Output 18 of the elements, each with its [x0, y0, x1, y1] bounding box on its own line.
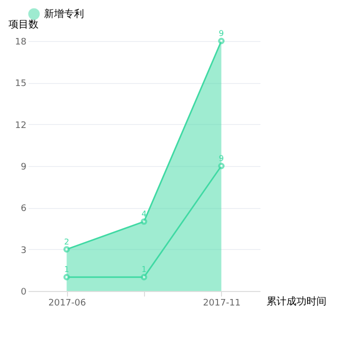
- data-label: 2: [64, 237, 70, 246]
- y-tick-label: 15: [15, 79, 26, 90]
- data-label: 1: [141, 265, 147, 274]
- x-tick-label: 2017-06: [48, 298, 86, 308]
- y-tick-label: 18: [15, 38, 27, 48]
- y-tick-label: 0: [20, 288, 27, 298]
- y-tick-label: 6: [20, 204, 27, 214]
- data-label: 9: [218, 154, 224, 163]
- y-tick-label: 12: [15, 120, 26, 131]
- data-label: 1: [64, 265, 70, 274]
- x-tick-label: 2017-11: [203, 298, 241, 308]
- y-tick-label: 3: [20, 246, 26, 256]
- y-tick-label: 9: [20, 162, 27, 172]
- data-label: 4: [141, 210, 147, 219]
- data-label: 9: [218, 29, 224, 38]
- legend-label: 新增专利: [44, 8, 84, 20]
- y-axis-title: 项目数: [8, 20, 38, 30]
- x-axis-title: 累计成功时间: [266, 296, 326, 308]
